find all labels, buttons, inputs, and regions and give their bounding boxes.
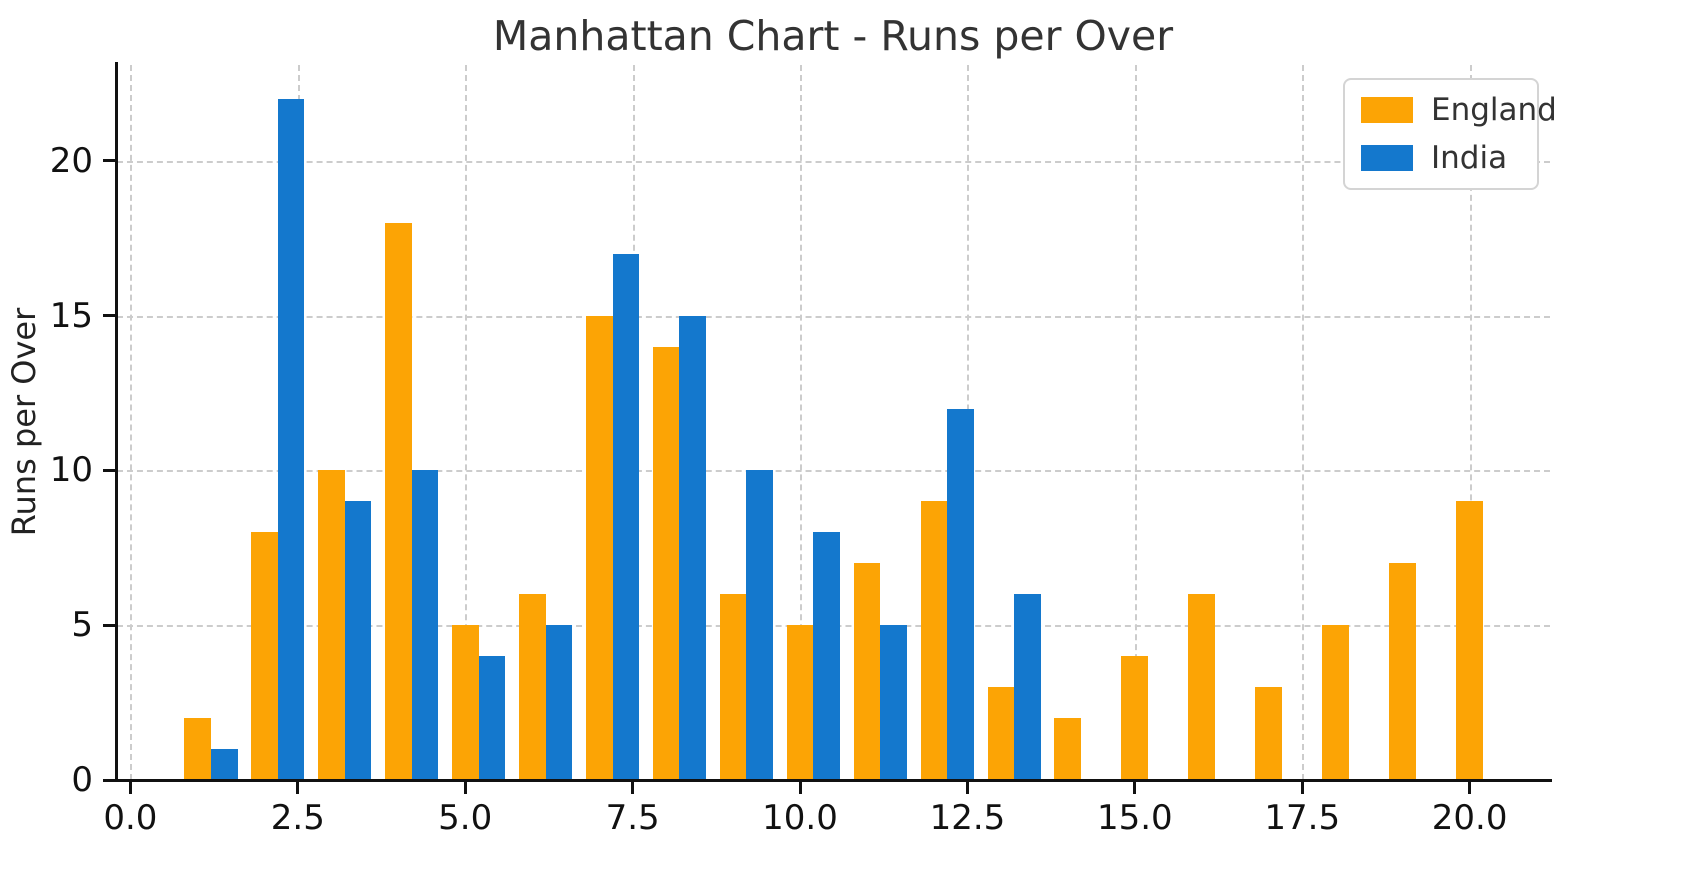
y-axis-spine [115, 62, 118, 782]
legend: England India [1343, 78, 1557, 190]
x-gridline-10 [800, 65, 803, 780]
x-tick-5.0 [463, 782, 467, 794]
chart-title: Manhattan Chart - Runs per Over [492, 12, 1174, 60]
x-tick-label-2.5: 2.5 [270, 798, 325, 838]
bar-india-over-3 [344, 501, 372, 780]
legend-label-england: England [1431, 92, 1557, 128]
x-gridline-17.5 [1302, 65, 1305, 780]
x-gridline-0 [130, 65, 133, 780]
x-gridline-15 [1134, 65, 1137, 780]
bar-india-over-9 [746, 470, 774, 780]
bar-england-over-3 [317, 470, 345, 780]
bar-england-over-7 [585, 315, 613, 780]
bar-england-over-9 [719, 594, 747, 780]
bar-england-over-5 [451, 625, 479, 780]
x-tick-label-12.5: 12.5 [929, 798, 1006, 838]
y-tick-label-10: 10 [49, 450, 93, 491]
bar-india-over-7 [612, 253, 640, 780]
y-tick-10 [103, 468, 115, 472]
y-tick-label-5: 5 [71, 605, 93, 646]
x-tick-label-7.5: 7.5 [605, 798, 660, 838]
x-axis-spine [115, 779, 1552, 782]
y-gridline-10 [117, 470, 1550, 473]
bar-england-over-13 [987, 687, 1015, 780]
bar-india-over-10 [813, 532, 841, 780]
bar-india-over-5 [478, 656, 506, 780]
bar-india-over-13 [1014, 594, 1042, 780]
y-tick-20 [103, 159, 115, 163]
bar-india-over-6 [545, 625, 573, 780]
x-tick-17.5 [1300, 782, 1304, 794]
y-tick-5 [103, 623, 115, 627]
bar-england-over-12 [920, 501, 948, 780]
bar-england-over-4 [384, 222, 412, 780]
x-tick-label-5.0: 5.0 [438, 798, 493, 838]
bar-england-over-20 [1456, 501, 1484, 780]
legend-item-england: England [1361, 92, 1557, 128]
bar-england-over-2 [250, 532, 278, 780]
bar-england-over-8 [652, 346, 680, 780]
bar-india-over-2 [277, 99, 305, 780]
x-tick-20.0 [1468, 782, 1472, 794]
x-tick-label-10.0: 10.0 [762, 798, 838, 838]
y-gridline-15 [117, 315, 1550, 318]
y-tick-label-20: 20 [49, 140, 93, 181]
x-tick-label-20.0: 20.0 [1431, 798, 1508, 838]
bar-england-over-14 [1054, 718, 1082, 780]
bar-england-over-18 [1322, 625, 1350, 780]
x-tick-0.0 [128, 782, 132, 794]
bar-india-over-11 [880, 625, 908, 780]
bar-england-over-16 [1188, 594, 1216, 780]
y-tick-0 [103, 778, 115, 782]
x-tick-10.0 [798, 782, 802, 794]
x-gridline-20 [1469, 65, 1472, 780]
bar-england-over-17 [1255, 687, 1283, 780]
legend-label-india: India [1431, 140, 1508, 176]
bar-india-over-12 [947, 408, 975, 780]
bar-england-over-15 [1121, 656, 1149, 780]
x-tick-15.0 [1133, 782, 1137, 794]
x-tick-label-17.5: 17.5 [1264, 798, 1341, 838]
x-tick-12.5 [965, 782, 969, 794]
bar-england-over-1 [183, 718, 211, 780]
bar-england-over-11 [853, 563, 881, 780]
x-tick-2.5 [296, 782, 300, 794]
bar-england-over-19 [1389, 563, 1417, 780]
plot-area [117, 65, 1550, 780]
legend-item-india: India [1361, 140, 1537, 176]
y-tick-15 [103, 314, 115, 318]
y-tick-label-15: 15 [49, 295, 93, 336]
x-gridline-5 [465, 65, 468, 780]
y-gridline-20 [117, 160, 1550, 163]
y-axis-label: Runs per Over [5, 307, 43, 537]
legend-swatch-england [1361, 97, 1413, 123]
bar-india-over-1 [210, 749, 238, 780]
bar-india-over-8 [679, 315, 707, 780]
x-tick-label-15.0: 15.0 [1096, 798, 1173, 838]
bar-england-over-10 [786, 625, 814, 780]
bar-india-over-4 [411, 470, 439, 780]
legend-swatch-india [1361, 145, 1413, 171]
bar-england-over-6 [518, 594, 546, 780]
x-tick-label-0.0: 0.0 [103, 798, 158, 838]
x-tick-7.5 [631, 782, 635, 794]
y-tick-label-0: 0 [71, 760, 93, 800]
